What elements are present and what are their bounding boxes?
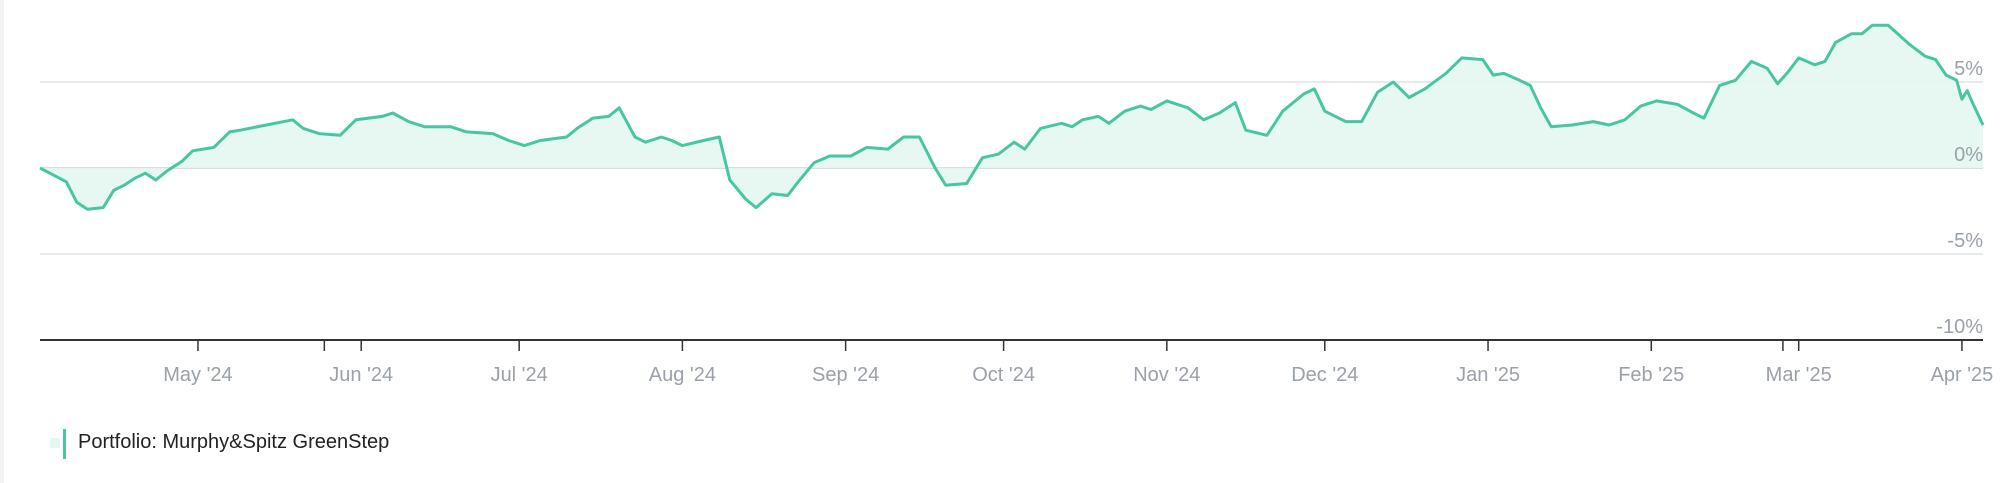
portfolio-performance-chart: 5% 0% -5% -10% May '24 Jun '24 Jul '24 Aug '24… (39, 23, 1994, 386)
left-edge-strip (0, 0, 4, 483)
x-tick-label: Dec '24 (1291, 364, 1358, 386)
y-tick-label: -10% (1936, 316, 1983, 338)
y-tick-label: -5% (1947, 230, 1983, 252)
x-tick-label: Jun '24 (329, 364, 393, 386)
x-tick-label: Apr '25 (1931, 364, 1994, 386)
y-axis-labels: 5% 0% -5% -10% (1936, 58, 1983, 338)
x-tick-label: Sep '24 (812, 364, 879, 386)
series-line (39, 23, 1985, 211)
y-tick-label: 5% (1954, 58, 1983, 80)
x-axis: May '24 Jun '24 Jul '24 Aug '24 Sep '24 Oct '… (40, 339, 1994, 386)
legend-area-swatch (50, 438, 60, 448)
legend-label: Portfolio: Murphy&Spitz GreenStep (78, 430, 390, 453)
legend-line-swatch (63, 429, 66, 459)
x-tick-label: Mar '25 (1766, 364, 1832, 386)
legend[interactable]: Portfolio: Murphy&Spitz GreenStep (50, 427, 390, 459)
legend-swatch (50, 429, 66, 459)
y-tick-label: 0% (1954, 144, 1983, 166)
series-area (40, 25, 1983, 210)
x-tick-label: Aug '24 (649, 364, 716, 386)
x-tick-label: Feb '25 (1618, 364, 1684, 386)
x-tick-label: Jul '24 (491, 364, 548, 386)
x-tick-label: Nov '24 (1133, 364, 1200, 386)
x-tick-label: Jan '25 (1456, 364, 1520, 386)
x-tick-label: Oct '24 (972, 364, 1035, 386)
x-tick-label: May '24 (163, 364, 232, 386)
